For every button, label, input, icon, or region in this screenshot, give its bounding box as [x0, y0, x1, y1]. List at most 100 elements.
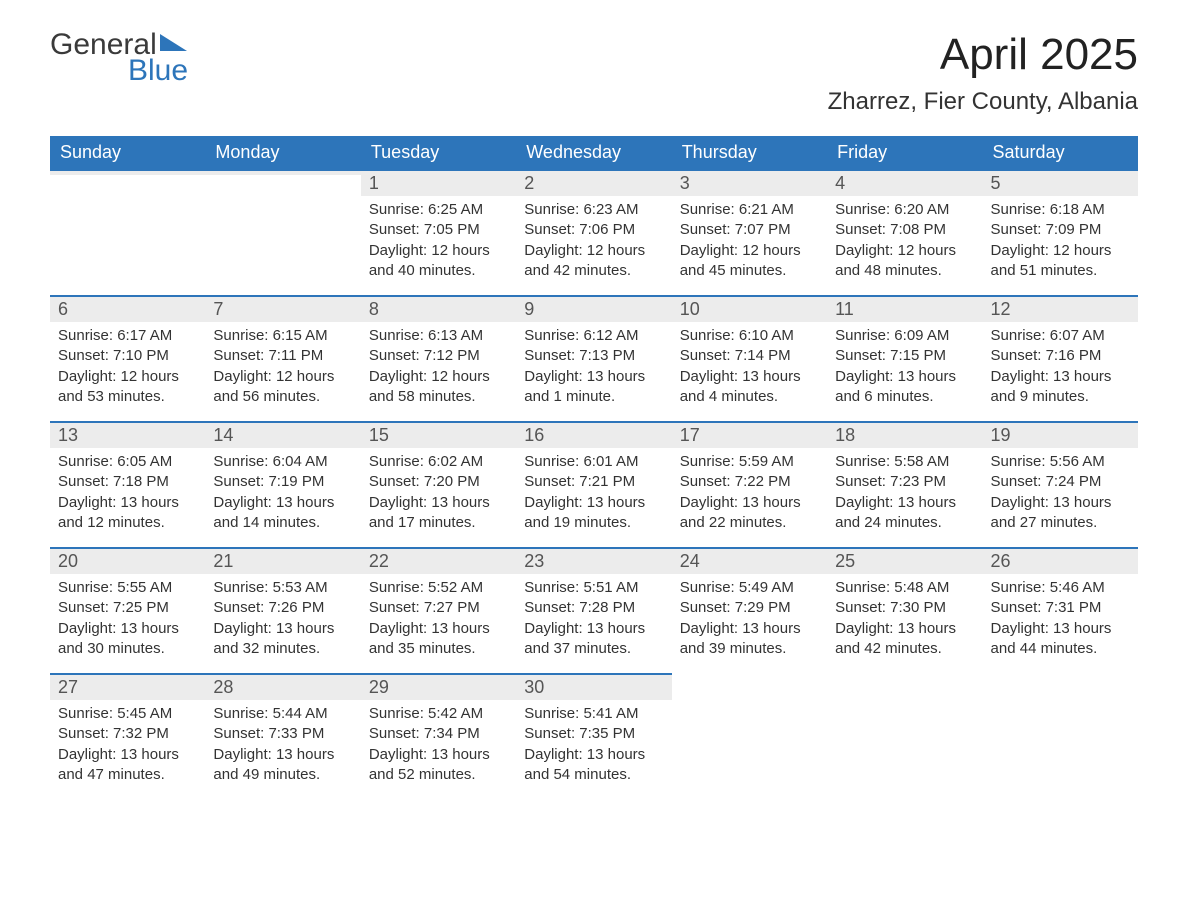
sunset-text: Sunset: 7:08 PM	[835, 220, 974, 240]
day-content: Sunrise: 6:10 AMSunset: 7:14 PMDaylight:…	[672, 322, 827, 415]
daylight-text: Daylight: 12 hours and 53 minutes.	[58, 367, 197, 408]
sunset-text: Sunset: 7:19 PM	[213, 472, 352, 492]
calendar-day-cell: 24Sunrise: 5:49 AMSunset: 7:29 PMDayligh…	[672, 547, 827, 673]
sunset-text: Sunset: 7:23 PM	[835, 472, 974, 492]
calendar-day-cell: 3Sunrise: 6:21 AMSunset: 7:07 PMDaylight…	[672, 169, 827, 295]
daylight-text: Daylight: 13 hours and 49 minutes.	[213, 745, 352, 786]
calendar-day-cell	[672, 673, 827, 799]
calendar-table: Sunday Monday Tuesday Wednesday Thursday…	[50, 136, 1138, 799]
day-content: Sunrise: 5:58 AMSunset: 7:23 PMDaylight:…	[827, 448, 982, 541]
page-header: General Blue April 2025 Zharrez, Fier Co…	[50, 30, 1138, 116]
day-content: Sunrise: 6:15 AMSunset: 7:11 PMDaylight:…	[205, 322, 360, 415]
daylight-text: Daylight: 12 hours and 51 minutes.	[991, 241, 1130, 282]
daylight-text: Daylight: 13 hours and 47 minutes.	[58, 745, 197, 786]
sunset-text: Sunset: 7:27 PM	[369, 598, 508, 618]
day-number: 18	[827, 423, 982, 448]
day-number: 17	[672, 423, 827, 448]
day-number: 11	[827, 297, 982, 322]
day-content: Sunrise: 6:21 AMSunset: 7:07 PMDaylight:…	[672, 196, 827, 289]
sunset-text: Sunset: 7:25 PM	[58, 598, 197, 618]
sunset-text: Sunset: 7:26 PM	[213, 598, 352, 618]
calendar-day-cell: 2Sunrise: 6:23 AMSunset: 7:06 PMDaylight…	[516, 169, 671, 295]
sunrise-text: Sunrise: 6:09 AM	[835, 326, 974, 346]
sunrise-text: Sunrise: 5:42 AM	[369, 704, 508, 724]
calendar-day-cell: 8Sunrise: 6:13 AMSunset: 7:12 PMDaylight…	[361, 295, 516, 421]
weekday-header: Saturday	[983, 136, 1138, 169]
daylight-text: Daylight: 13 hours and 24 minutes.	[835, 493, 974, 534]
day-content: Sunrise: 5:59 AMSunset: 7:22 PMDaylight:…	[672, 448, 827, 541]
title-block: April 2025 Zharrez, Fier County, Albania	[828, 30, 1138, 116]
sunset-text: Sunset: 7:34 PM	[369, 724, 508, 744]
day-content: Sunrise: 5:48 AMSunset: 7:30 PMDaylight:…	[827, 574, 982, 667]
day-number: 26	[983, 549, 1138, 574]
calendar-week-row: 13Sunrise: 6:05 AMSunset: 7:18 PMDayligh…	[50, 421, 1138, 547]
sunrise-text: Sunrise: 5:58 AM	[835, 452, 974, 472]
location-subtitle: Zharrez, Fier County, Albania	[828, 88, 1138, 116]
calendar-day-cell: 14Sunrise: 6:04 AMSunset: 7:19 PMDayligh…	[205, 421, 360, 547]
daylight-text: Daylight: 13 hours and 6 minutes.	[835, 367, 974, 408]
calendar-day-cell	[50, 169, 205, 295]
calendar-day-cell: 23Sunrise: 5:51 AMSunset: 7:28 PMDayligh…	[516, 547, 671, 673]
sunset-text: Sunset: 7:35 PM	[524, 724, 663, 744]
day-number: 24	[672, 549, 827, 574]
sunrise-text: Sunrise: 5:51 AM	[524, 578, 663, 598]
calendar-day-cell: 21Sunrise: 5:53 AMSunset: 7:26 PMDayligh…	[205, 547, 360, 673]
month-title: April 2025	[828, 30, 1138, 80]
day-number: 14	[205, 423, 360, 448]
daylight-text: Daylight: 13 hours and 22 minutes.	[680, 493, 819, 534]
sunset-text: Sunset: 7:12 PM	[369, 346, 508, 366]
calendar-day-cell	[983, 673, 1138, 799]
day-content: Sunrise: 5:51 AMSunset: 7:28 PMDaylight:…	[516, 574, 671, 667]
sunrise-text: Sunrise: 6:04 AM	[213, 452, 352, 472]
sunset-text: Sunset: 7:16 PM	[991, 346, 1130, 366]
day-number: 13	[50, 423, 205, 448]
sunrise-text: Sunrise: 6:01 AM	[524, 452, 663, 472]
sunset-text: Sunset: 7:33 PM	[213, 724, 352, 744]
sunrise-text: Sunrise: 6:10 AM	[680, 326, 819, 346]
calendar-day-cell: 19Sunrise: 5:56 AMSunset: 7:24 PMDayligh…	[983, 421, 1138, 547]
calendar-day-cell	[205, 169, 360, 295]
day-content: Sunrise: 6:04 AMSunset: 7:19 PMDaylight:…	[205, 448, 360, 541]
day-number: 12	[983, 297, 1138, 322]
day-number: 22	[361, 549, 516, 574]
day-number: 27	[50, 675, 205, 700]
day-content: Sunrise: 5:41 AMSunset: 7:35 PMDaylight:…	[516, 700, 671, 793]
daylight-text: Daylight: 13 hours and 19 minutes.	[524, 493, 663, 534]
daylight-text: Daylight: 13 hours and 4 minutes.	[680, 367, 819, 408]
sunrise-text: Sunrise: 5:59 AM	[680, 452, 819, 472]
calendar-day-cell: 7Sunrise: 6:15 AMSunset: 7:11 PMDaylight…	[205, 295, 360, 421]
calendar-day-cell: 10Sunrise: 6:10 AMSunset: 7:14 PMDayligh…	[672, 295, 827, 421]
daylight-text: Daylight: 13 hours and 54 minutes.	[524, 745, 663, 786]
day-content: Sunrise: 6:23 AMSunset: 7:06 PMDaylight:…	[516, 196, 671, 289]
weekday-header: Monday	[205, 136, 360, 169]
calendar-day-cell: 11Sunrise: 6:09 AMSunset: 7:15 PMDayligh…	[827, 295, 982, 421]
day-number: 9	[516, 297, 671, 322]
day-content: Sunrise: 5:42 AMSunset: 7:34 PMDaylight:…	[361, 700, 516, 793]
weekday-header: Sunday	[50, 136, 205, 169]
daylight-text: Daylight: 13 hours and 17 minutes.	[369, 493, 508, 534]
calendar-week-row: 20Sunrise: 5:55 AMSunset: 7:25 PMDayligh…	[50, 547, 1138, 673]
day-content: Sunrise: 5:45 AMSunset: 7:32 PMDaylight:…	[50, 700, 205, 793]
daylight-text: Daylight: 12 hours and 58 minutes.	[369, 367, 508, 408]
calendar-day-cell: 25Sunrise: 5:48 AMSunset: 7:30 PMDayligh…	[827, 547, 982, 673]
daylight-text: Daylight: 12 hours and 48 minutes.	[835, 241, 974, 282]
day-number: 8	[361, 297, 516, 322]
calendar-day-cell	[827, 673, 982, 799]
daylight-text: Daylight: 13 hours and 42 minutes.	[835, 619, 974, 660]
calendar-day-cell: 27Sunrise: 5:45 AMSunset: 7:32 PMDayligh…	[50, 673, 205, 799]
sunrise-text: Sunrise: 6:23 AM	[524, 200, 663, 220]
calendar-week-row: 27Sunrise: 5:45 AMSunset: 7:32 PMDayligh…	[50, 673, 1138, 799]
sunrise-text: Sunrise: 5:49 AM	[680, 578, 819, 598]
day-content: Sunrise: 6:17 AMSunset: 7:10 PMDaylight:…	[50, 322, 205, 415]
weekday-header: Thursday	[672, 136, 827, 169]
sunset-text: Sunset: 7:21 PM	[524, 472, 663, 492]
day-number: 25	[827, 549, 982, 574]
logo: General Blue	[50, 30, 192, 86]
day-content: Sunrise: 6:20 AMSunset: 7:08 PMDaylight:…	[827, 196, 982, 289]
calendar-day-cell: 16Sunrise: 6:01 AMSunset: 7:21 PMDayligh…	[516, 421, 671, 547]
day-number: 20	[50, 549, 205, 574]
sunset-text: Sunset: 7:14 PM	[680, 346, 819, 366]
sunrise-text: Sunrise: 6:05 AM	[58, 452, 197, 472]
sunrise-text: Sunrise: 6:02 AM	[369, 452, 508, 472]
sunset-text: Sunset: 7:24 PM	[991, 472, 1130, 492]
